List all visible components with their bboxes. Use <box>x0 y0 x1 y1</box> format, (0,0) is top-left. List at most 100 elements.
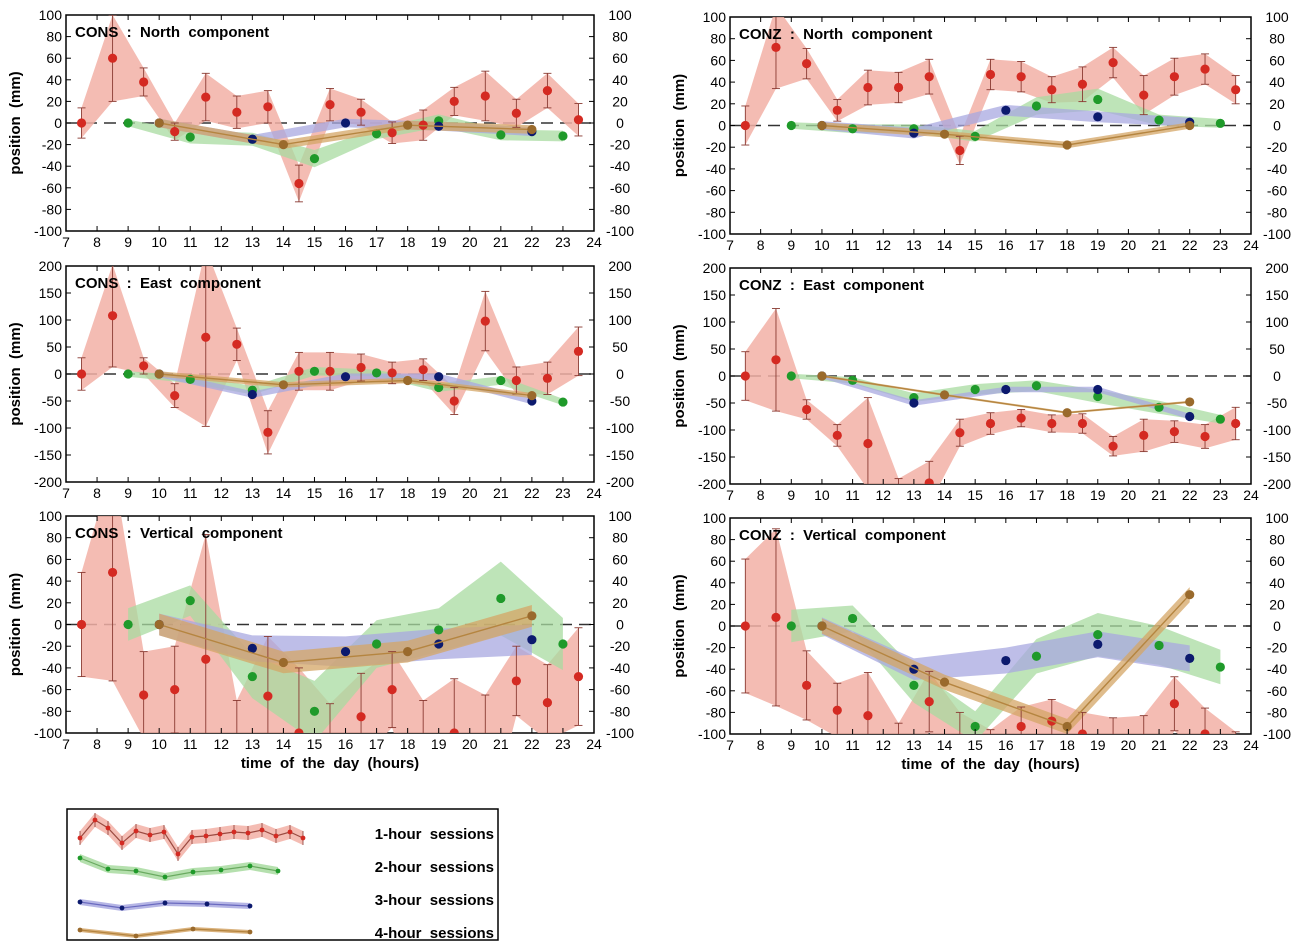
point-h1 <box>1047 418 1057 429</box>
x-tick-label: 18 <box>400 234 416 250</box>
plot-area <box>66 15 594 203</box>
y-tick-label-right: 100 <box>608 7 632 23</box>
legend-point-h3 <box>204 901 210 907</box>
y-tick-label-right: 150 <box>608 285 632 301</box>
y-tick-label-left: -100 <box>34 223 62 239</box>
point-h1 <box>139 361 149 371</box>
x-tick-label: 8 <box>93 736 101 752</box>
point-h1 <box>863 438 873 449</box>
y-tick-label-right: 50 <box>1269 341 1285 357</box>
x-tick-label: 24 <box>586 234 602 250</box>
point-h2 <box>185 596 195 606</box>
y-tick-label-right: -80 <box>610 201 630 217</box>
x-tick-label: 19 <box>431 234 447 250</box>
point-h1 <box>76 619 87 630</box>
y-tick-label-left: 200 <box>703 260 727 276</box>
y-tick-label-left: -60 <box>706 183 726 199</box>
x-tick-label: 23 <box>555 736 571 752</box>
x-tick-label: 8 <box>757 237 765 253</box>
point-h3 <box>909 128 919 138</box>
panel-title: CONZ : East component <box>739 277 924 294</box>
point-h1 <box>924 697 934 707</box>
point-h3 <box>909 398 919 408</box>
x-tick-label: 17 <box>369 234 385 250</box>
legend-point-h1 <box>245 830 251 836</box>
x-tick-label: 22 <box>1182 237 1198 253</box>
point-h4 <box>1062 408 1072 418</box>
y-tick-label-right: -20 <box>1267 640 1287 656</box>
legend-point-h2 <box>247 863 253 869</box>
panel-1: 7 8 9 10 11 12 13 14 15 16 17 18 19 20 21 22 23 24-100 -10… <box>7 7 634 250</box>
point-h2 <box>558 131 568 141</box>
y-tick-label-right: 0 <box>616 366 624 382</box>
point-h1 <box>802 404 812 415</box>
y-tick-label-right: -40 <box>1267 661 1287 677</box>
legend-point-h1 <box>203 833 209 839</box>
point-h2 <box>1031 651 1042 661</box>
point-h1 <box>1200 431 1210 442</box>
point-h1 <box>449 396 459 406</box>
point-h1 <box>76 118 87 128</box>
point-h3 <box>247 643 257 653</box>
point-h1 <box>356 107 366 117</box>
point-h2 <box>496 593 506 604</box>
point-h3 <box>340 118 351 128</box>
legend-point-h3 <box>77 899 83 905</box>
point-h4 <box>817 621 827 631</box>
point-h1 <box>1016 721 1026 732</box>
panel-4: 7 8 9 10 11 12 13 14 15 16 17 18 19 20 21 22 23 24-100 -10… <box>671 9 1291 253</box>
point-h1 <box>1139 90 1149 100</box>
legend-point-h3 <box>162 900 168 906</box>
point-h1 <box>201 654 211 664</box>
x-tick-label: 21 <box>493 234 509 250</box>
point-h4 <box>1062 721 1072 732</box>
x-tick-label: 13 <box>245 736 261 752</box>
x-tick-label: 16 <box>998 487 1014 503</box>
y-tick-label-right: -100 <box>1263 226 1291 242</box>
point-h2 <box>496 130 506 140</box>
legend-point-h1 <box>300 835 306 841</box>
point-h1 <box>1108 751 1117 760</box>
x-tick-label: 7 <box>62 736 70 752</box>
y-tick-label-left: -80 <box>706 704 726 720</box>
legend-point-h1 <box>161 829 167 835</box>
y-tick-label-right: -40 <box>610 158 630 174</box>
y-tick-label-right: 80 <box>612 530 628 546</box>
y-tick-label-right: 80 <box>612 29 628 45</box>
legend-point-h1 <box>217 831 223 837</box>
y-tick-label-left: 100 <box>703 510 727 526</box>
point-h4 <box>1185 397 1195 407</box>
x-tick-label: 11 <box>845 487 860 503</box>
legend-line-h2 <box>79 857 279 878</box>
x-tick-label: 13 <box>906 737 922 753</box>
x-tick-label: 17 <box>1029 737 1045 753</box>
point-h1 <box>76 369 87 379</box>
y-axis-label: position (mm) <box>671 574 688 677</box>
y-axis-label: position (mm) <box>7 71 24 174</box>
point-h2 <box>786 621 796 631</box>
y-tick-label-left: -60 <box>42 180 62 196</box>
line-h4 <box>158 615 533 664</box>
x-tick-label: 7 <box>726 487 734 503</box>
x-tick-label: 11 <box>183 736 198 752</box>
legend-label-h4: 4-hour sessions <box>375 925 494 942</box>
y-tick-label-left: 80 <box>710 532 726 548</box>
point-h1 <box>771 355 781 365</box>
y-tick-label-right: 200 <box>1265 260 1289 276</box>
y-tick-label-left: 100 <box>703 9 727 25</box>
point-h1 <box>1108 441 1118 451</box>
band-h3 <box>821 373 1190 420</box>
x-tick-label: 16 <box>338 234 354 250</box>
y-tick-label-right: 40 <box>612 72 628 88</box>
x-tick-label: 16 <box>998 237 1014 253</box>
y-tick-label-right: -60 <box>610 180 630 196</box>
point-h4 <box>817 371 827 381</box>
y-tick-label-left: 50 <box>710 341 726 357</box>
point-h2 <box>123 118 133 128</box>
point-h2 <box>1093 391 1103 402</box>
x-tick-label: 20 <box>462 234 478 250</box>
x-tick-label: 10 <box>151 736 167 752</box>
x-tick-label: 19 <box>1090 737 1106 753</box>
y-tick-label-right: -100 <box>606 420 634 436</box>
y-tick-label-right: 0 <box>1273 368 1281 384</box>
